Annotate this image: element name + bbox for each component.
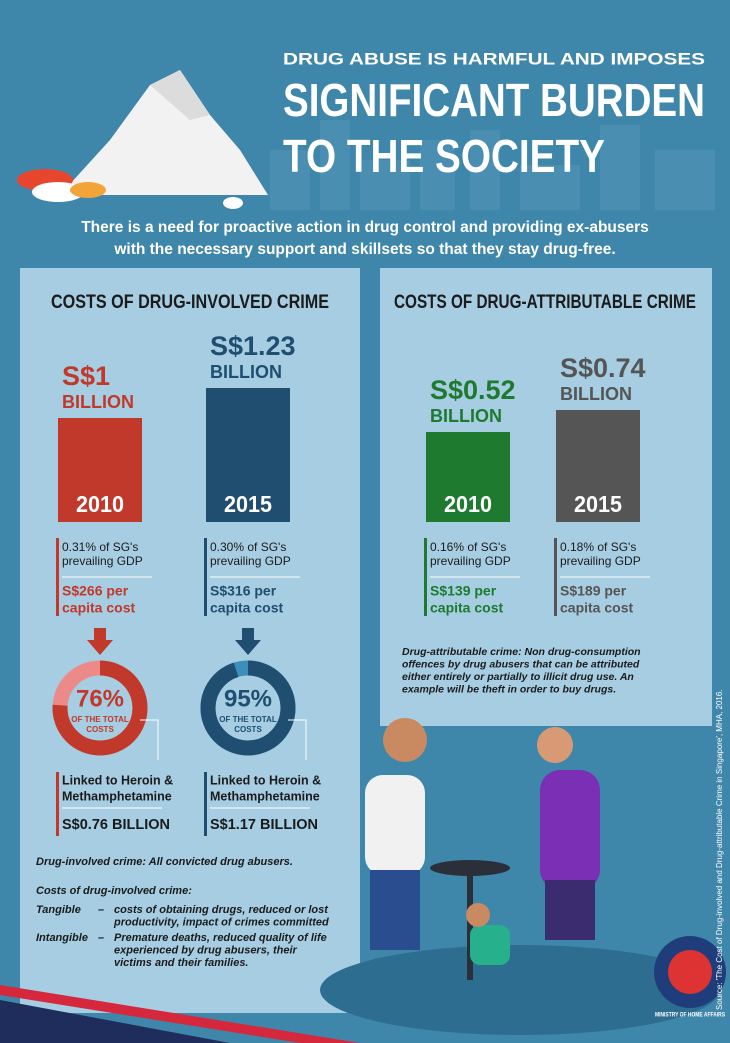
linked-text: Methamphetamine [210, 789, 320, 803]
bottom-stripe [0, 1000, 230, 1043]
share-label: 76% [76, 685, 124, 712]
gdp-share: 0.16% of SG's [430, 540, 506, 554]
accent-line [424, 538, 427, 616]
capita-cost: S$139 per [430, 583, 497, 599]
bar [58, 418, 142, 522]
capita-cost: S$316 per [210, 583, 277, 599]
bottom-stripe [0, 985, 360, 1043]
gdp-share: 0.18% of SG's [560, 540, 636, 554]
share-caption: OF THE TOTAL [219, 715, 277, 724]
year: 2010 [444, 491, 492, 517]
cost-text: Premature deaths, reduced quality of lif… [114, 932, 327, 944]
gdp-share: 0.30% of SG's [210, 540, 286, 554]
drug-pile [17, 70, 268, 209]
amount-unit: BILLION [430, 406, 502, 426]
donut-arc [200, 660, 296, 756]
year: 2015 [224, 491, 272, 517]
cost-dash: – [98, 932, 104, 944]
amount: S$0.74 [560, 353, 646, 383]
subtitle: with the necessary support and skillsets… [113, 241, 615, 258]
cost-dash: – [98, 904, 104, 916]
source: Source: 'The Cost of Drug-involved and D… [715, 689, 724, 1010]
definition: either entirely or partially to illicit … [402, 671, 634, 683]
definition: Drug-involved crime: All convicted drug … [36, 856, 293, 868]
capita-cost: S$266 per [62, 583, 129, 599]
accent-line [56, 772, 59, 836]
linked-text: Linked to Heroin & [62, 773, 173, 787]
capita-cost: S$189 per [560, 583, 627, 599]
logo-text: MINISTRY OF HOME AFFAIRS [655, 1013, 725, 1019]
gdp-share: prevailing GDP [430, 554, 511, 568]
gdp-share: 0.31% of SG's [62, 540, 138, 554]
donut-arc [52, 660, 148, 756]
linked-amount: S$1.17 BILLION [210, 817, 318, 833]
left-panel [20, 268, 360, 1013]
gdp-share: prevailing GDP [62, 554, 143, 568]
cost-term: Tangible [36, 904, 81, 916]
definition: example will be theft in order to buy dr… [402, 683, 616, 695]
linked-text: Linked to Heroin & [210, 773, 321, 787]
gdp-share: prevailing GDP [210, 554, 291, 568]
share-caption: COSTS [234, 725, 262, 734]
capita-cost: capita cost [62, 600, 135, 616]
arrow [87, 628, 113, 655]
capita-cost: capita cost [210, 600, 283, 616]
logo-inner [668, 950, 712, 994]
connector [140, 719, 159, 760]
arrow [235, 628, 261, 655]
amount-unit: BILLION [210, 362, 282, 382]
definition: offences by drug abusers that can be att… [402, 658, 640, 670]
cost-text: experienced by drug abusers, their [114, 944, 298, 956]
connector [288, 719, 307, 760]
amount-unit: BILLION [560, 384, 632, 404]
year: 2010 [76, 491, 124, 517]
bar [426, 432, 510, 522]
bar [556, 410, 640, 522]
kicker: DRUG ABUSE IS HARMFUL AND IMPOSES [283, 49, 705, 68]
amount: S$1.23 [210, 331, 296, 361]
cost-text: victims and their families. [114, 957, 249, 969]
title: SIGNIFICANT BURDEN [283, 74, 705, 126]
accent-line [56, 538, 59, 616]
definition: Drug-attributable crime: Non drug-consum… [402, 646, 641, 658]
section-heading: COSTS OF DRUG-ATTRIBUTABLE CRIME [394, 292, 696, 313]
title: TO THE SOCIETY [283, 130, 605, 182]
skyline [270, 120, 715, 210]
linked-text: Methamphetamine [62, 789, 172, 803]
accent-line [204, 538, 207, 616]
cost-term: Intangible [36, 932, 88, 944]
share-caption: OF THE TOTAL [71, 715, 129, 724]
capita-cost: capita cost [430, 600, 503, 616]
share-label: 95% [224, 685, 272, 712]
costs-heading: Costs of drug-involved crime: [36, 885, 192, 897]
linked-amount: S$0.76 BILLION [62, 817, 170, 833]
cost-text: costs of obtaining drugs, reduced or los… [114, 904, 329, 916]
amount-unit: BILLION [62, 392, 134, 412]
illustration [320, 718, 720, 1035]
year: 2015 [574, 491, 622, 517]
section-heading: COSTS OF DRUG-INVOLVED CRIME [51, 292, 329, 313]
capita-cost: capita cost [560, 600, 633, 616]
accent-line [204, 772, 207, 836]
share-caption: COSTS [86, 725, 114, 734]
subtitle: There is a need for proactive action in … [81, 219, 649, 236]
amount: S$1 [62, 361, 110, 391]
cost-text: productivity, impact of crimes committed [113, 916, 329, 928]
amount: S$0.52 [430, 375, 516, 405]
bar [206, 388, 290, 522]
gdp-share: prevailing GDP [560, 554, 641, 568]
accent-line [554, 538, 557, 616]
